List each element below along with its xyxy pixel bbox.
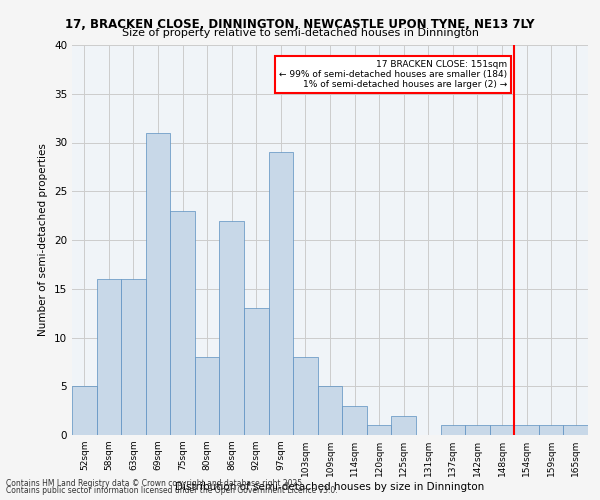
Bar [146,132,170,435]
Bar [72,386,97,435]
Bar [293,357,318,435]
Bar [244,308,269,435]
Bar [514,425,539,435]
Text: 17 BRACKEN CLOSE: 151sqm
← 99% of semi-detached houses are smaller (184)
1% of s: 17 BRACKEN CLOSE: 151sqm ← 99% of semi-d… [279,60,507,90]
Bar [269,152,293,435]
Bar [539,425,563,435]
Bar [121,279,146,435]
Bar [170,211,195,435]
Bar [342,406,367,435]
Text: Size of property relative to semi-detached houses in Dinnington: Size of property relative to semi-detach… [121,28,479,38]
Text: 17, BRACKEN CLOSE, DINNINGTON, NEWCASTLE UPON TYNE, NE13 7LY: 17, BRACKEN CLOSE, DINNINGTON, NEWCASTLE… [65,18,535,30]
Bar [440,425,465,435]
Bar [490,425,514,435]
Bar [367,425,391,435]
Bar [195,357,220,435]
Y-axis label: Number of semi-detached properties: Number of semi-detached properties [38,144,49,336]
Text: Contains HM Land Registry data © Crown copyright and database right 2025.: Contains HM Land Registry data © Crown c… [6,478,305,488]
Bar [220,220,244,435]
Bar [391,416,416,435]
Text: Contains public sector information licensed under the Open Government Licence v3: Contains public sector information licen… [6,486,338,495]
Bar [465,425,490,435]
Bar [318,386,342,435]
Bar [563,425,588,435]
X-axis label: Distribution of semi-detached houses by size in Dinnington: Distribution of semi-detached houses by … [175,482,485,492]
Bar [97,279,121,435]
